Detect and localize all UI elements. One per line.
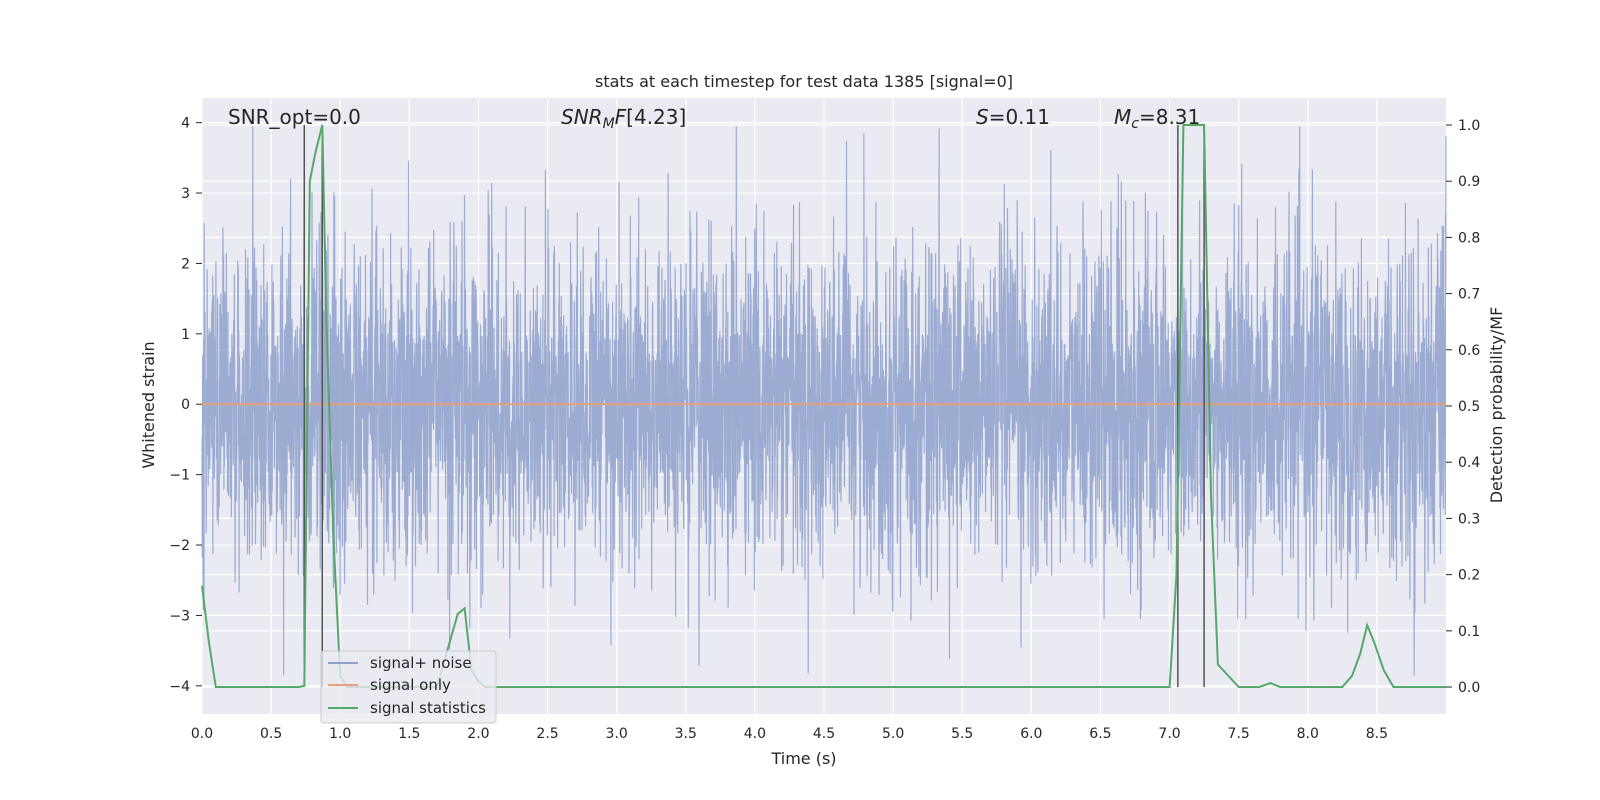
annotation-snr-mf: SNRMF[4.23] xyxy=(561,105,686,132)
x-tick-label: 5.5 xyxy=(951,726,973,742)
legend: signal+ noise signal only signal statist… xyxy=(320,650,497,724)
x-tick-label: 4.5 xyxy=(813,726,835,742)
y2-tick-label: 0.4 xyxy=(1458,455,1480,471)
legend-box xyxy=(320,650,497,724)
x-tick-label: 6.5 xyxy=(1089,726,1111,742)
y-axis-label: Whitened strain xyxy=(139,341,158,468)
y-axis-ticks: −4 −3 −2 −1 0 1 2 3 4 xyxy=(169,116,202,695)
x-tick-label: 0.0 xyxy=(191,726,213,742)
y2-tick-label: 0.9 xyxy=(1458,174,1480,190)
x-tick-label: 0.5 xyxy=(260,726,282,742)
vertical-markers xyxy=(303,124,1205,688)
legend-label-noise: signal+ noise xyxy=(370,654,472,672)
y-tick-label: 4 xyxy=(181,116,190,132)
y2-tick-label: 0.3 xyxy=(1458,511,1480,527)
annotation-mc: Mc=8.31 xyxy=(1114,105,1200,132)
x-tick-label: 7.5 xyxy=(1228,726,1250,742)
y-tick-label: −3 xyxy=(169,608,190,624)
y2-tick-label: 0.2 xyxy=(1458,568,1480,584)
x-tick-label: 2.0 xyxy=(467,726,489,742)
y-tick-label: 3 xyxy=(181,186,190,202)
x-tick-label: 7.0 xyxy=(1158,726,1180,742)
annotation-snr-opt: SNR_opt=0.0 xyxy=(228,105,361,129)
annotation-s: S=0.11 xyxy=(976,105,1050,129)
y2-axis-label: Detection probability/MF xyxy=(1487,307,1506,504)
y2-axis-ticks: 0.0 0.1 0.2 0.3 0.4 0.5 0.6 0.7 0.8 0.9 1.0 xyxy=(1446,118,1480,696)
y-tick-label: −1 xyxy=(169,468,190,484)
chart-title: stats at each timestep for test data 138… xyxy=(595,72,1013,91)
x-tick-label: 5.0 xyxy=(882,726,904,742)
x-tick-label: 3.5 xyxy=(675,726,697,742)
x-tick-label: 2.5 xyxy=(536,726,558,742)
x-tick-label: 6.0 xyxy=(1020,726,1042,742)
y-tick-label: 1 xyxy=(181,327,190,343)
legend-label-signal-only: signal only xyxy=(370,676,451,694)
y2-tick-label: 0.1 xyxy=(1458,624,1480,640)
x-tick-label: 3.0 xyxy=(606,726,628,742)
x-axis-ticks: 0.0 0.5 1.0 1.5 2.0 2.5 3.0 3.5 4.0 4.5 5.0 5.5 6.0 6… xyxy=(191,726,1388,742)
y-tick-label: −4 xyxy=(169,679,190,695)
y2-tick-label: 0.6 xyxy=(1458,343,1480,359)
y-tick-label: 2 xyxy=(181,256,190,272)
legend-label-statistics: signal statistics xyxy=(370,699,486,717)
annotation-snr-mf-value: [4.23] xyxy=(626,105,686,129)
signal-statistics-series xyxy=(201,124,1446,688)
x-tick-label: 1.0 xyxy=(329,726,351,742)
signal-plus-noise-series xyxy=(201,126,1447,676)
noise-line xyxy=(201,126,1447,676)
y2-tick-label: 0.8 xyxy=(1458,230,1480,246)
y2-tick-label: 1.0 xyxy=(1458,118,1480,134)
x-tick-label: 4.0 xyxy=(744,726,766,742)
y2-tick-label: 0.0 xyxy=(1458,680,1480,696)
y2-tick-label: 0.7 xyxy=(1458,287,1480,303)
x-tick-label: 8.5 xyxy=(1366,726,1388,742)
y2-tick-label: 0.5 xyxy=(1458,399,1480,415)
y-tick-label: −2 xyxy=(169,538,190,554)
annotation-s-value: =0.11 xyxy=(989,105,1050,129)
y-tick-label: 0 xyxy=(181,397,190,413)
annotation-mc-value: =8.31 xyxy=(1139,105,1200,129)
x-tick-label: 8.0 xyxy=(1297,726,1319,742)
statistics-line xyxy=(201,124,1446,688)
x-tick-label: 1.5 xyxy=(398,726,420,742)
x-axis-label: Time (s) xyxy=(770,749,836,768)
